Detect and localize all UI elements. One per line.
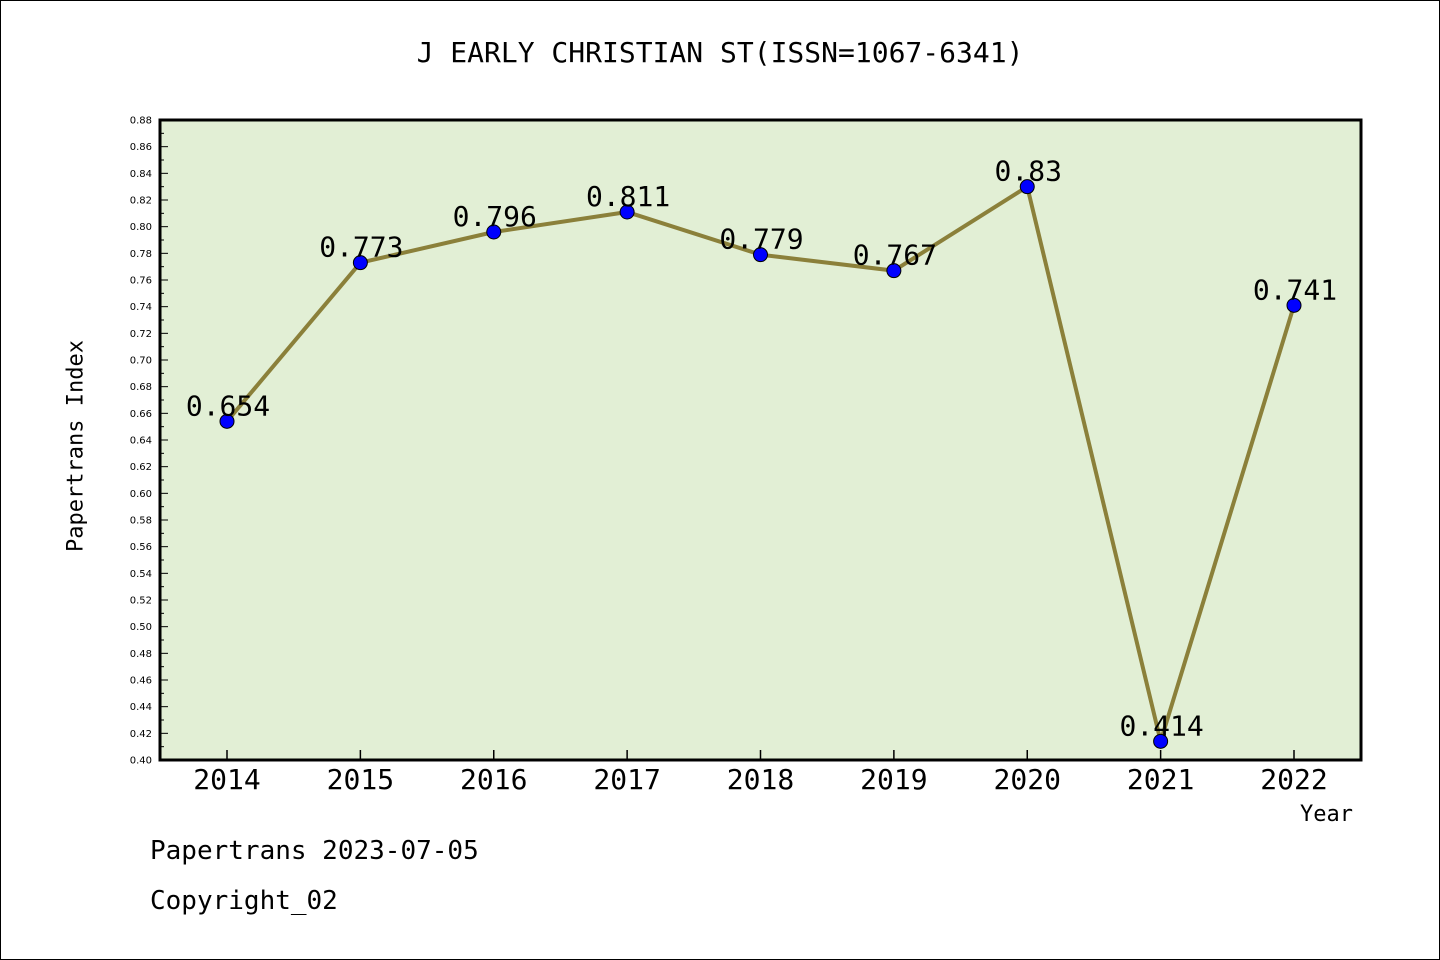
- y-axis-ticks: 0.40 0.42 0.44 0.46 0.48 0.50 0.52 0.54 0.56 0.58…: [130, 116, 168, 767]
- y-tick-label: 0.44: [130, 702, 152, 713]
- y-tick-label: 0.74: [130, 302, 152, 313]
- data-label: 0.773: [319, 231, 403, 264]
- y-tick-label: 0.72: [130, 329, 152, 340]
- y-tick-label: 0.48: [130, 649, 152, 660]
- y-tick-label: 0.66: [130, 409, 152, 420]
- y-tick-label: 0.54: [130, 569, 152, 580]
- data-label: 0.83: [995, 155, 1062, 188]
- x-tick-label: 2021: [1127, 763, 1194, 796]
- y-tick-label: 0.60: [130, 489, 152, 500]
- data-point: [619, 204, 635, 220]
- y-tick-label: 0.86: [130, 142, 152, 153]
- data-point: [1019, 179, 1035, 195]
- footer-copyright: Copyright_02: [150, 886, 338, 916]
- data-label: 0.654: [186, 389, 270, 422]
- y-tick-label: 0.58: [130, 516, 152, 527]
- series-points: [219, 179, 1302, 749]
- y-tick-label: 0.46: [130, 676, 152, 687]
- x-tick-label: 2016: [460, 763, 527, 796]
- y-tick-label: 0.52: [130, 596, 152, 607]
- data-label: 0.796: [453, 200, 537, 233]
- y-tick-label: 0.42: [130, 729, 152, 740]
- data-label: 0.414: [1119, 709, 1203, 742]
- data-labels: 0.654 0.773 0.796 0.811 0.779 0.767 0.83 0.414 0…: [186, 155, 1337, 743]
- x-tick-label: 2015: [327, 763, 394, 796]
- data-point: [1286, 297, 1302, 313]
- data-point: [219, 413, 235, 429]
- y-tick-label: 0.70: [130, 356, 152, 367]
- x-tick-label: 2014: [193, 763, 260, 796]
- x-tick-label: 2022: [1260, 763, 1327, 796]
- y-tick-label: 0.80: [130, 222, 152, 233]
- footer-date: Papertrans 2023-07-05: [150, 836, 479, 866]
- data-label: 0.741: [1253, 273, 1337, 306]
- y-tick-label: 0.50: [130, 622, 152, 633]
- y-tick-label: 0.84: [130, 169, 152, 180]
- y-tick-label: 0.62: [130, 462, 152, 473]
- y-tick-label: 0.40: [130, 756, 152, 767]
- y-tick-label: 0.88: [130, 116, 152, 127]
- data-point: [352, 255, 368, 271]
- data-label: 0.811: [586, 180, 670, 213]
- x-tick-label: 2017: [593, 763, 660, 796]
- x-axis-ticks: 2014 2015 2016 2017 2018 2019 2020 2021 2022: [193, 750, 1328, 796]
- x-tick-label: 2020: [994, 763, 1061, 796]
- x-tick-label: 2019: [860, 763, 927, 796]
- x-axis-label: Year: [1300, 802, 1353, 827]
- y-tick-label: 0.68: [130, 382, 152, 393]
- data-point: [1153, 733, 1169, 749]
- y-tick-label: 0.76: [130, 276, 152, 287]
- data-point: [486, 224, 502, 240]
- y-tick-label: 0.82: [130, 196, 152, 207]
- plot-border: [158, 118, 1363, 762]
- y-tick-label: 0.64: [130, 436, 152, 447]
- data-label: 0.779: [719, 223, 803, 256]
- chart-title: J EARLY CHRISTIAN ST(ISSN=1067-6341): [416, 36, 1024, 69]
- x-tick-label: 2018: [727, 763, 794, 796]
- plot-area: [160, 120, 1361, 760]
- y-tick-label: 0.56: [130, 542, 152, 553]
- y-tick-label: 0.78: [130, 249, 152, 260]
- data-point: [886, 263, 902, 279]
- data-label: 0.767: [853, 239, 937, 272]
- data-point: [753, 247, 768, 263]
